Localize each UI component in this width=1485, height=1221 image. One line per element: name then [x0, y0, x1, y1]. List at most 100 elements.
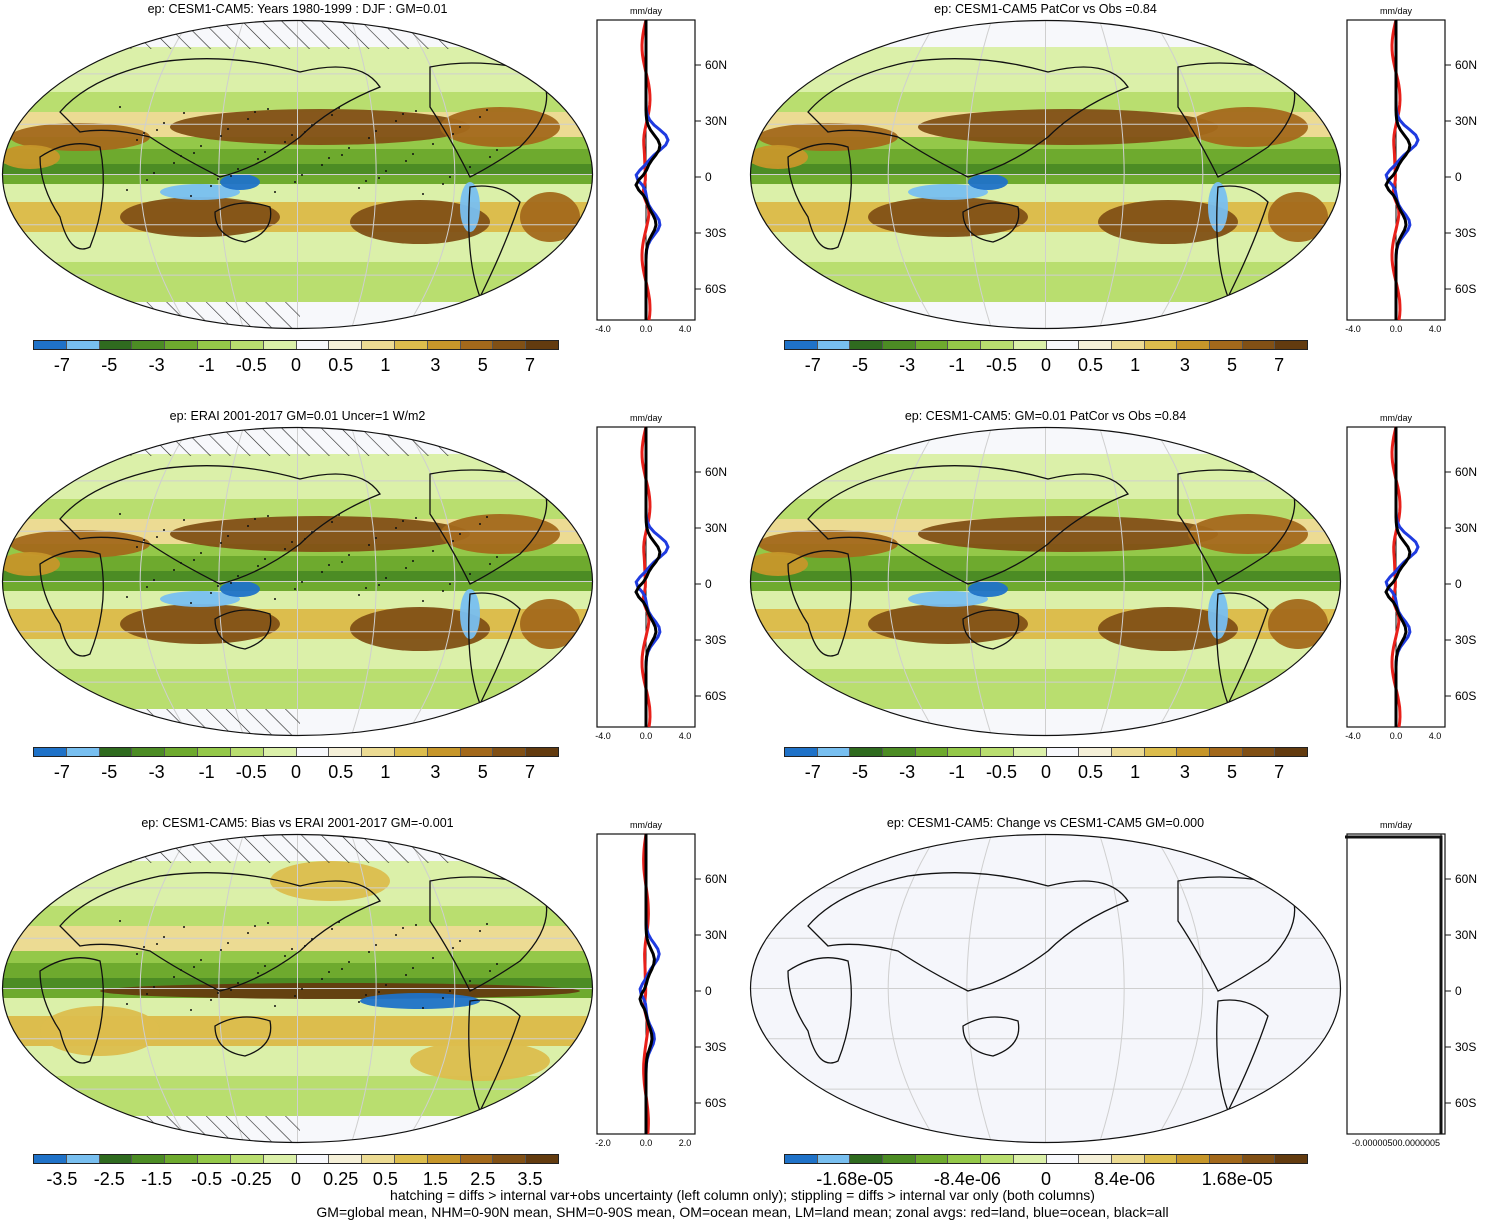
colorbar-swatch: [1275, 1155, 1307, 1163]
panel-title: ep: CESM1-CAM5: GM=0.01 PatCor vs Obs =0…: [904, 409, 1187, 423]
colorbar-swatch: [1209, 748, 1243, 756]
colorbar-label: -1: [198, 762, 215, 782]
zonal-mean-plot: mm/day 60N 30N 0 30S 60S -4.0 0.0 4.0: [595, 6, 727, 334]
colorbar-swatch: [427, 341, 461, 349]
zonal-tick-label: -4.0: [1345, 324, 1361, 334]
footer-note-1: hatching = diffs > internal var+obs unce…: [390, 1187, 1095, 1203]
colorbar-label: -1.68e-05: [816, 1169, 894, 1189]
colorbar-swatch: [1242, 341, 1276, 349]
colorbar-labels: -3.5 -2.5 -1.5 -0.5 -0.25 0 0.25 0.5 1.5 2.5 3.5: [33, 1169, 559, 1189]
colorbar-swatch: [883, 341, 916, 349]
colorbar-swatch: [165, 748, 199, 756]
colorbar-swatch: [34, 1155, 67, 1163]
latitude-label: 60S: [1455, 1096, 1476, 1110]
colorbar-swatch: [460, 1155, 494, 1163]
colorbar-swatch: [1111, 341, 1145, 349]
zonal-ocean-line: [634, 427, 670, 727]
panel-1: ep: CESM1-CAM5: Years 1980-1999 : DJF : …: [0, 0, 740, 400]
colorbar-swatch: [460, 748, 494, 756]
colorbar-swatch: [817, 1155, 851, 1163]
zonal-tick-label: 4.0: [679, 324, 692, 334]
colorbar: [33, 747, 559, 757]
latitude-label: 30N: [705, 928, 727, 942]
colorbar-labels: -7 -5 -3 -1 -0.5 0 0.5 1 3 5 7: [784, 355, 1308, 375]
colorbar-swatch: [165, 1155, 199, 1163]
zonal-mean-plot: mm/day 60N 30N 0 30S 60S -2.0 0.0 2.0: [595, 820, 727, 1148]
latitude-label: 60N: [1455, 58, 1477, 72]
colorbar-swatch: [1144, 1155, 1178, 1163]
colorbar-swatch: [1144, 341, 1178, 349]
colorbar-label: 1: [380, 762, 391, 782]
colorbar-label: -0.5: [235, 355, 267, 375]
colorbar-swatch: [1079, 1155, 1112, 1163]
world-map: [1, 833, 594, 1144]
colorbar-label: -0.5: [191, 1169, 223, 1189]
colorbar-label: 7: [525, 355, 536, 375]
zonal-tick-label: 0.0: [640, 1138, 653, 1148]
colorbar-swatch: [850, 1155, 884, 1163]
latitude-label: 30S: [1455, 226, 1476, 240]
colorbar-swatch: [263, 748, 297, 756]
colorbar-swatch: [526, 341, 558, 349]
colorbar-label: -1: [948, 762, 965, 782]
colorbar-swatch: [785, 1155, 818, 1163]
colorbar-swatch: [817, 341, 851, 349]
colorbar: [33, 340, 559, 350]
colorbar-swatch: [198, 748, 231, 756]
colorbar-label: -5: [851, 355, 868, 375]
zonal-unit-label: mm/day: [1380, 6, 1413, 16]
colorbar-swatch: [329, 748, 363, 756]
colorbar-label: -0.5: [985, 762, 1017, 782]
colorbar-label: -1: [948, 355, 965, 375]
zonal-all-line: [638, 834, 656, 1134]
colorbar-swatch: [850, 748, 884, 756]
latitude-label: 0: [1455, 577, 1462, 591]
colorbar-swatch: [526, 1155, 558, 1163]
colorbar-swatch: [1111, 1155, 1145, 1163]
colorbar-label: 0: [290, 1169, 302, 1189]
colorbar: [784, 340, 1308, 350]
colorbar-label: -3: [148, 355, 165, 375]
latitude-label: 60N: [1455, 872, 1477, 886]
colorbar-swatch: [1079, 748, 1112, 756]
zonal-all-line: [634, 20, 662, 320]
colorbar-label: 0.25: [323, 1169, 359, 1189]
panel-6: ep: CESM1-CAM5: Change vs CESM1-CAM5 GM=…: [748, 814, 1485, 1194]
colorbar-label: 0: [290, 762, 302, 782]
colorbar-swatch: [99, 748, 133, 756]
zonal-mean-plot: mm/day 60N 30N 0 30S 60S -0.00000500.0000005: [1345, 820, 1477, 1148]
latitude-label: 60N: [705, 465, 727, 479]
footer-note-2: GM=global mean, NHM=0-90N mean, SHM=0-90…: [316, 1204, 1169, 1220]
colorbar-label: 7: [525, 762, 536, 782]
colorbar-swatch: [394, 1155, 428, 1163]
zonal-all-line: [634, 427, 662, 727]
colorbar-label: -0.25: [230, 1169, 272, 1189]
colorbar-label: 2.5: [470, 1169, 496, 1189]
zonal-mean-plot: mm/day 60N 30N 0 30S 60S -4.0 0.0 4.0: [1345, 413, 1477, 741]
zonal-mean-plot: mm/day 60N 30N 0 30S 60S -4.0 0.0 4.0: [595, 413, 727, 741]
colorbar-label: -5: [101, 355, 118, 375]
latitude-label: 60S: [705, 689, 726, 703]
latitude-label: 30N: [1455, 928, 1477, 942]
colorbar-swatch: [296, 748, 330, 756]
zonal-tick-label: -4.0: [595, 731, 611, 741]
zonal-tick-label: 4.0: [1429, 731, 1442, 741]
colorbar-label: 5: [477, 762, 488, 782]
zonal-tick-label: 0.0: [640, 731, 653, 741]
colorbar-swatch: [329, 1155, 363, 1163]
colorbar-label: 5: [477, 355, 488, 375]
colorbar-swatch: [785, 748, 818, 756]
zonal-tick-label: -0.00000500.0000005: [1352, 1138, 1440, 1148]
colorbar-label: 0: [1040, 762, 1052, 782]
zonal-all-line: [1384, 20, 1412, 320]
colorbar-swatch: [66, 1155, 100, 1163]
zonal-ocean-line: [638, 834, 661, 1134]
world-map: [749, 19, 1342, 330]
colorbar-label: -7: [804, 762, 821, 782]
colorbar-swatch: [66, 341, 100, 349]
zonal-tick-label: 0.0: [640, 324, 653, 334]
colorbar-label: -5: [101, 762, 118, 782]
colorbar-label: 0.5: [328, 355, 354, 375]
latitude-label: 0: [705, 170, 712, 184]
zonal-ocean-line: [1384, 20, 1420, 320]
